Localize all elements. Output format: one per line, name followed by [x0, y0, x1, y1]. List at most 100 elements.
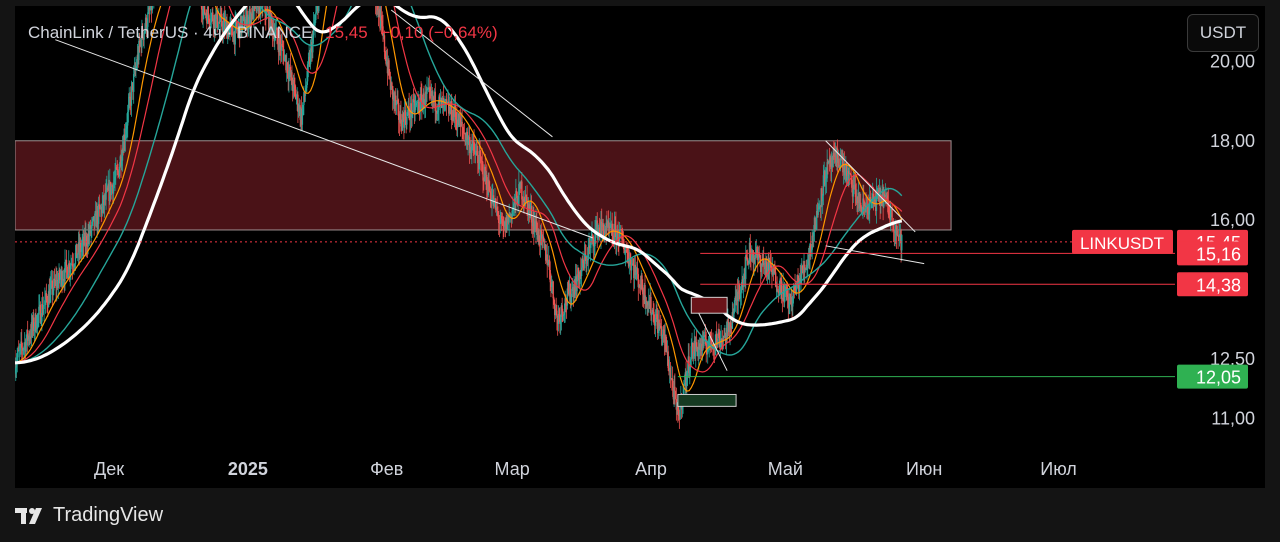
- candle-body: [811, 235, 813, 250]
- candle-body: [530, 206, 532, 211]
- candle-body: [627, 260, 630, 267]
- candle-body: [118, 171, 120, 177]
- candle-body: [831, 163, 834, 168]
- candle-body: [833, 153, 835, 157]
- candle-body: [656, 314, 658, 320]
- candle-body: [596, 220, 598, 238]
- candle-body: [727, 322, 729, 333]
- candle-body: [886, 195, 888, 197]
- candle-body: [545, 254, 548, 261]
- candle-body: [560, 305, 563, 317]
- candle-body: [268, 12, 270, 30]
- candle-body: [814, 217, 816, 231]
- candle-body: [757, 255, 759, 260]
- candle-body: [121, 160, 123, 166]
- candle-body: [639, 284, 641, 288]
- candle-body: [692, 342, 694, 359]
- candle-body: [506, 215, 509, 231]
- candle-body: [419, 94, 422, 111]
- candle-body: [851, 187, 854, 197]
- candle-body: [494, 198, 496, 200]
- candle-body: [463, 133, 466, 135]
- candle-body: [800, 274, 802, 283]
- candle-body: [500, 215, 502, 223]
- candle-body: [823, 171, 825, 176]
- candle-body: [383, 35, 386, 53]
- candle-body: [295, 98, 298, 100]
- candle-body: [736, 291, 738, 301]
- candle-body: [506, 217, 508, 231]
- candle-body: [801, 265, 804, 271]
- candle-body: [553, 303, 556, 316]
- candle-body: [613, 224, 616, 242]
- candle-body: [268, 10, 271, 30]
- price-chart[interactable]: 20,00 18,00 16,00 12,50 11,00 15,45 LINKUSDT 15…: [15, 6, 1265, 488]
- candle-body: [563, 311, 566, 316]
- candle-body: [786, 294, 789, 297]
- candle-body: [219, 13, 221, 23]
- candle-body: [210, 14, 213, 23]
- candle-body: [305, 87, 307, 92]
- candle-body: [246, 10, 248, 29]
- candle-body: [145, 17, 148, 31]
- candle-body: [852, 185, 854, 197]
- candle-body: [745, 255, 747, 279]
- candle-body: [891, 208, 893, 226]
- candle-body: [301, 109, 304, 125]
- candle-body: [239, 16, 242, 39]
- candle-body: [606, 222, 608, 227]
- currency-button[interactable]: USDT: [1187, 14, 1259, 52]
- candle-body: [818, 207, 820, 210]
- footer-brand[interactable]: TradingView: [53, 504, 164, 526]
- candle-body: [768, 257, 770, 274]
- candle-body: [16, 357, 18, 364]
- candle-body: [100, 206, 103, 214]
- candle-body: [681, 404, 684, 410]
- candle-body: [133, 68, 136, 75]
- candle-body: [636, 267, 639, 275]
- candle-body: [258, 6, 260, 14]
- candle-body: [62, 280, 64, 286]
- candle-body: [508, 214, 510, 223]
- candle-body: [598, 227, 601, 232]
- candle-body: [139, 40, 142, 44]
- candle-body: [56, 279, 59, 289]
- candle-body: [704, 334, 707, 344]
- x-axis-tick-label: Апр: [635, 459, 667, 479]
- candle-body: [62, 278, 65, 281]
- candle-body: [820, 188, 822, 208]
- candle-body: [598, 227, 600, 230]
- candle-body: [47, 304, 49, 308]
- candle-body: [81, 242, 83, 248]
- candle-body: [144, 17, 147, 30]
- moving-average-line: [15, 6, 903, 373]
- candle-body: [860, 207, 863, 213]
- candle-body: [274, 30, 277, 36]
- candle-body: [435, 110, 437, 112]
- candle-body: [144, 29, 146, 33]
- candle-body: [57, 280, 59, 289]
- candle-body: [202, 8, 204, 16]
- candle-body: [503, 225, 505, 227]
- candle-body: [892, 223, 895, 232]
- candle-body: [533, 218, 535, 232]
- candle-body: [899, 230, 902, 235]
- candle-body: [812, 235, 814, 237]
- tradingview-logo-icon[interactable]: [15, 505, 47, 527]
- candle-body: [869, 196, 872, 203]
- candle-body: [516, 195, 519, 206]
- candle-body: [642, 294, 645, 300]
- candle-body: [25, 340, 27, 352]
- candle-body: [214, 15, 216, 29]
- candle-body: [850, 174, 852, 177]
- candle-body: [112, 185, 114, 194]
- x-axis-tick-label: Мар: [495, 459, 530, 479]
- candle-body: [224, 18, 226, 30]
- candle-body: [489, 190, 491, 192]
- chart-area[interactable]: 20,00 18,00 16,00 12,50 11,00 15,45 LINKUSDT 15…: [15, 6, 1265, 488]
- candle-body: [384, 52, 386, 57]
- candle-body: [754, 253, 757, 259]
- candle-body: [536, 231, 539, 240]
- candle-body: [623, 247, 625, 254]
- candle-body: [780, 278, 782, 282]
